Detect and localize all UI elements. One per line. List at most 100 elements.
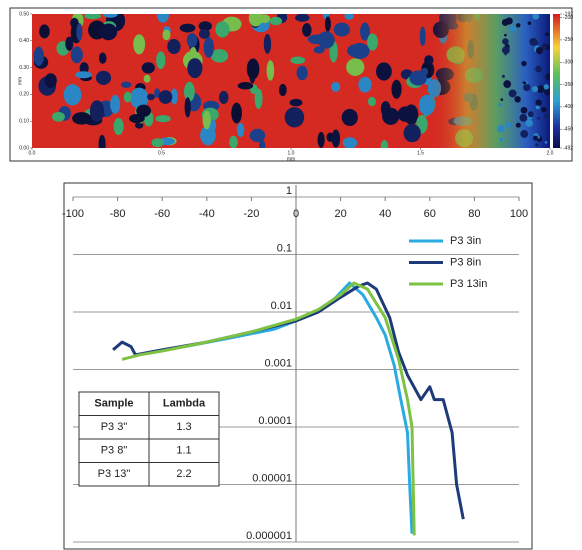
y-tick-label: 0.00001 bbox=[252, 472, 292, 484]
grain bbox=[84, 14, 102, 20]
table-cell-text: P3 13" bbox=[98, 468, 131, 480]
heatmap bbox=[32, 14, 550, 148]
grain bbox=[543, 84, 549, 90]
grain bbox=[134, 121, 144, 129]
legend-label: P3 13in bbox=[450, 278, 487, 290]
grain bbox=[113, 117, 124, 136]
table-cell-text: P3 3" bbox=[101, 421, 128, 433]
grain bbox=[514, 20, 518, 24]
grain bbox=[533, 135, 538, 141]
y-tick-label: 0.30 bbox=[19, 65, 29, 71]
grain bbox=[151, 138, 164, 148]
grain bbox=[391, 79, 402, 99]
grain bbox=[65, 36, 74, 51]
grain bbox=[508, 89, 517, 98]
grain bbox=[154, 88, 161, 99]
grain bbox=[70, 46, 83, 64]
grain bbox=[419, 26, 426, 47]
grain bbox=[52, 111, 65, 122]
x-tick-label: 0.0 bbox=[29, 150, 36, 156]
grain bbox=[237, 82, 254, 90]
grain bbox=[75, 71, 92, 79]
colorbar-tick-label: -300 bbox=[563, 60, 573, 66]
grain bbox=[503, 14, 507, 18]
grain bbox=[317, 131, 325, 148]
grain bbox=[202, 110, 211, 130]
grain bbox=[266, 60, 275, 81]
grain bbox=[541, 50, 544, 53]
edge-gradient bbox=[430, 14, 550, 148]
y-tick-label: 0.001 bbox=[264, 357, 292, 369]
grain bbox=[218, 90, 229, 104]
grain bbox=[504, 53, 507, 56]
grain bbox=[541, 106, 547, 113]
x-tick-label: 100 bbox=[510, 208, 528, 220]
x-tick-label: -40 bbox=[199, 208, 215, 220]
grain bbox=[200, 125, 216, 146]
chart-frame bbox=[63, 182, 533, 550]
y-tick-label: 0.0001 bbox=[258, 415, 292, 427]
y-tick-label: 0.10 bbox=[19, 119, 29, 125]
x-tick-label: 0 bbox=[293, 208, 299, 220]
grain bbox=[156, 14, 170, 23]
grain bbox=[544, 88, 550, 96]
grain bbox=[324, 16, 331, 32]
grain bbox=[184, 97, 191, 118]
x-tick-label: -80 bbox=[110, 208, 126, 220]
grain bbox=[248, 14, 263, 27]
grain bbox=[295, 14, 310, 22]
grain bbox=[537, 116, 541, 120]
grain bbox=[94, 111, 105, 118]
table-cell-text: 1.1 bbox=[176, 445, 191, 457]
y-tick-label: 0.20 bbox=[19, 92, 29, 98]
grain bbox=[500, 98, 504, 101]
table-header: Lambda bbox=[163, 398, 206, 410]
grain bbox=[529, 37, 538, 46]
grain bbox=[509, 25, 517, 32]
grain bbox=[95, 70, 112, 86]
grain bbox=[186, 33, 198, 48]
grain bbox=[497, 124, 505, 133]
grain bbox=[376, 62, 392, 81]
y-tick-label: 0.00 bbox=[19, 145, 29, 151]
grain bbox=[167, 38, 181, 55]
grain bbox=[249, 128, 266, 143]
grain bbox=[531, 85, 539, 93]
grain bbox=[502, 38, 509, 45]
grain bbox=[33, 46, 45, 66]
grain bbox=[136, 104, 152, 117]
grain bbox=[535, 143, 539, 147]
grain bbox=[545, 32, 549, 37]
grain bbox=[403, 123, 421, 143]
grain bbox=[187, 58, 203, 79]
table-cell-text: 2.2 bbox=[176, 468, 191, 480]
grain bbox=[123, 91, 132, 103]
grain bbox=[535, 99, 542, 106]
x-tick-label: -20 bbox=[243, 208, 259, 220]
grain bbox=[520, 129, 529, 138]
grain bbox=[236, 123, 245, 137]
grain bbox=[229, 135, 238, 148]
grain bbox=[278, 83, 287, 97]
grain bbox=[536, 85, 545, 94]
grain bbox=[535, 41, 539, 45]
grain bbox=[342, 137, 358, 148]
colorbar-tick-label: -492 bbox=[563, 145, 573, 151]
grain bbox=[129, 87, 149, 109]
grain bbox=[155, 115, 171, 123]
grain bbox=[515, 23, 521, 28]
table-cell-text: 1.3 bbox=[176, 421, 191, 433]
grain bbox=[382, 107, 400, 125]
grain bbox=[503, 80, 512, 89]
grain bbox=[358, 76, 372, 93]
grain bbox=[535, 105, 540, 110]
x-tick-label: -60 bbox=[154, 208, 170, 220]
grain bbox=[284, 107, 305, 128]
grain bbox=[146, 93, 155, 101]
grain bbox=[527, 21, 532, 25]
grain bbox=[514, 96, 521, 103]
grain bbox=[331, 129, 341, 148]
grain bbox=[141, 62, 155, 74]
grain bbox=[231, 102, 242, 124]
